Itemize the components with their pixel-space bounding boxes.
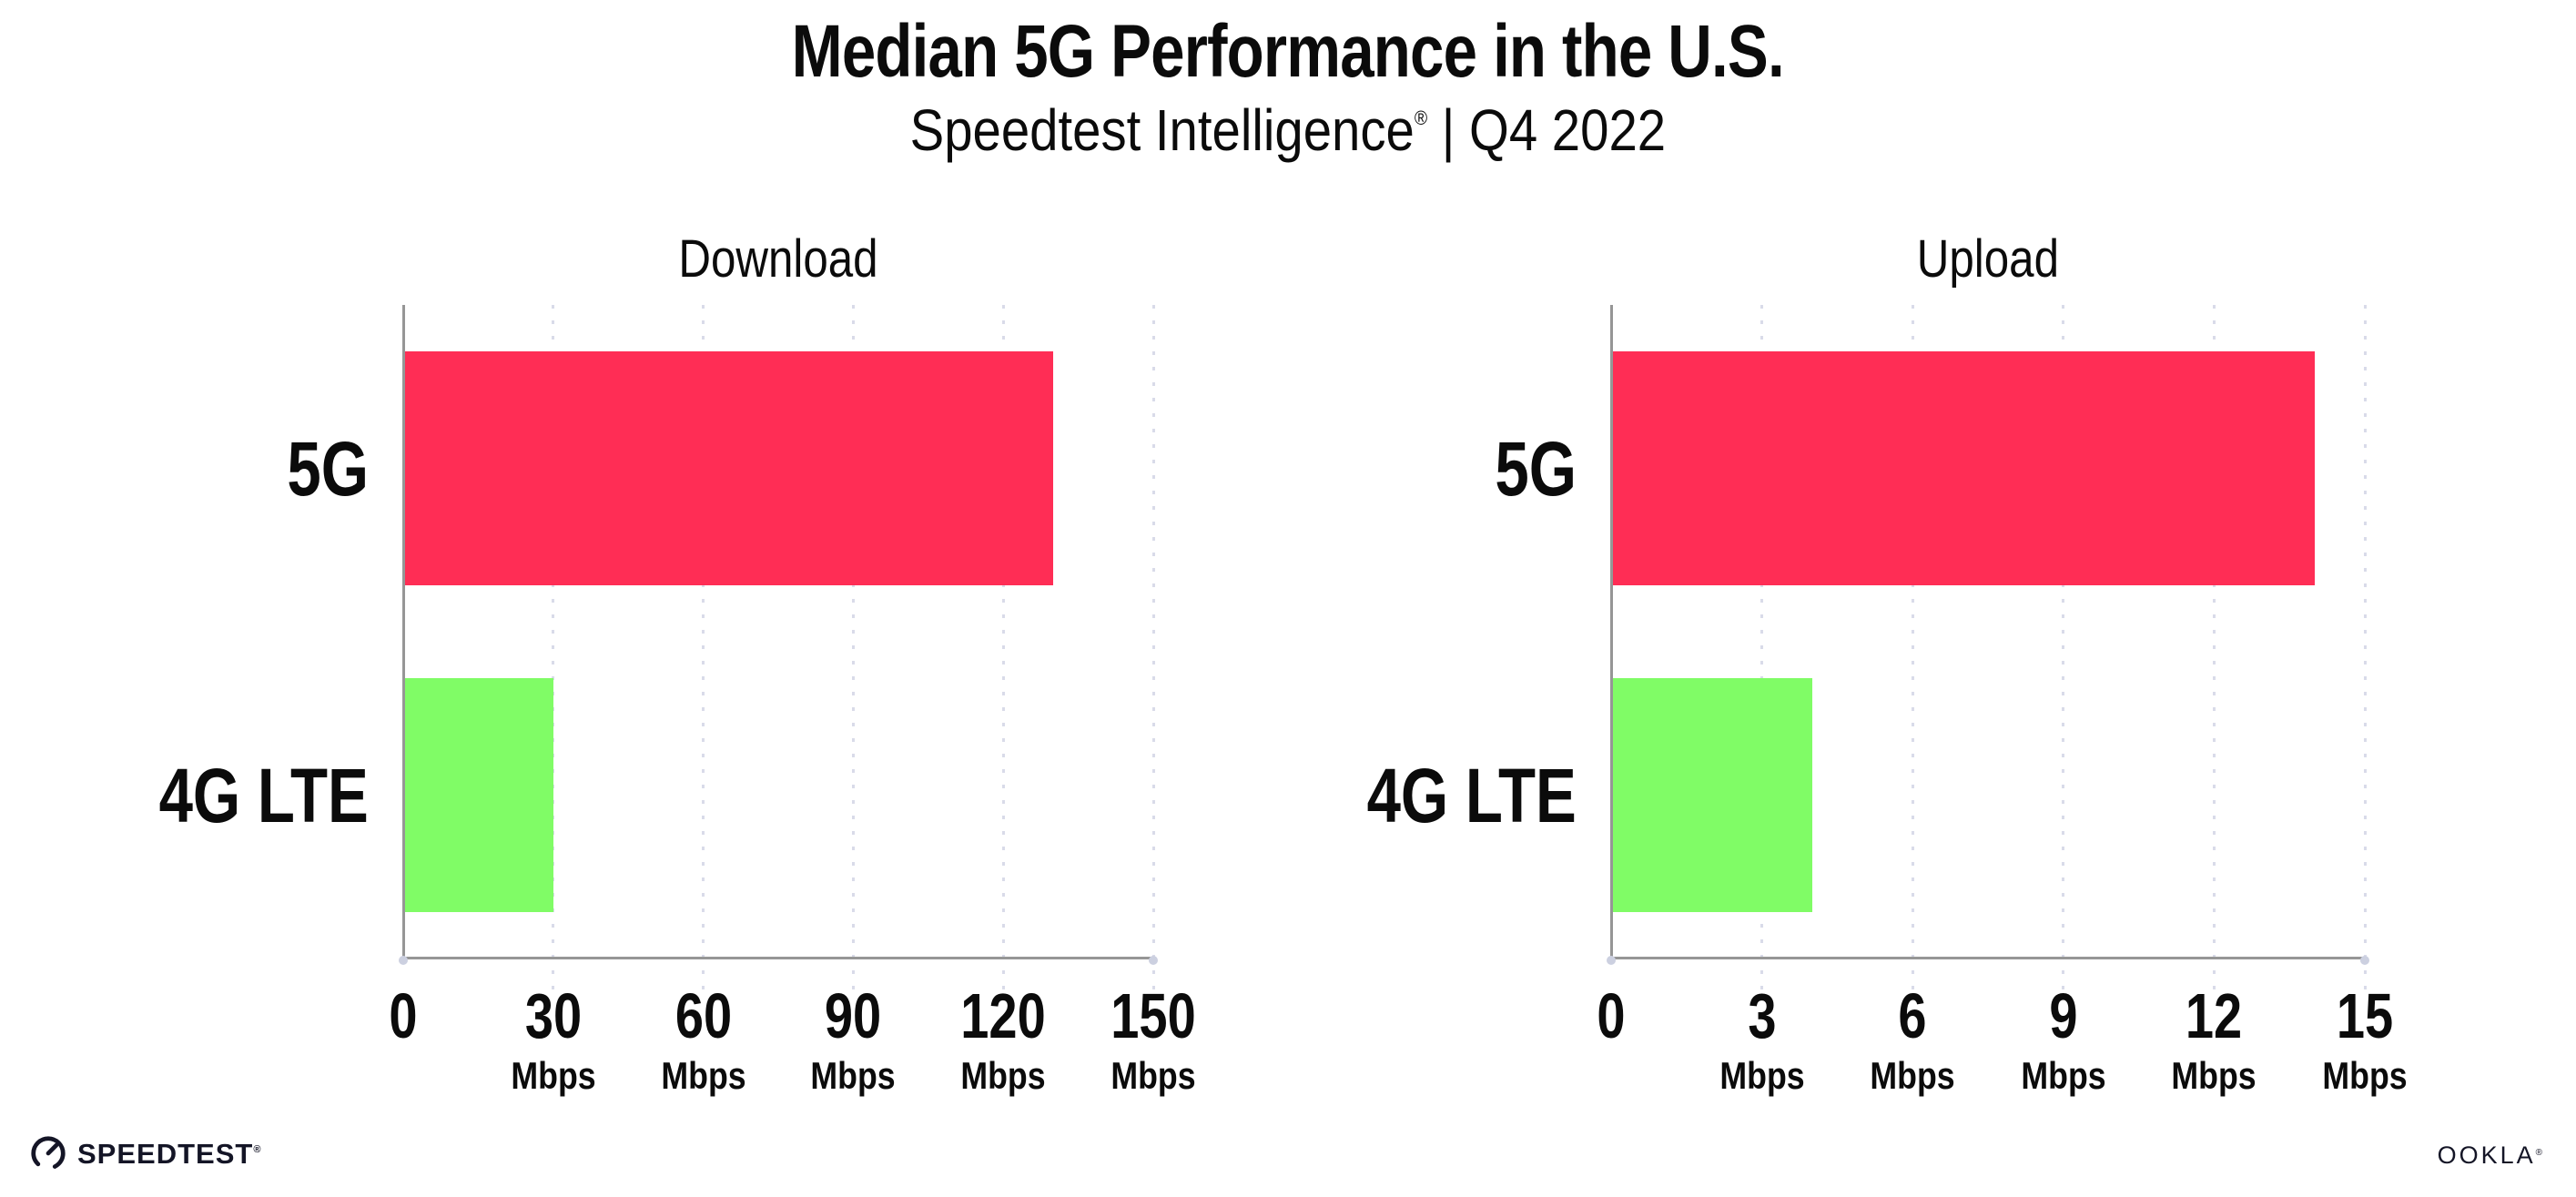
upload-y-axis (1610, 305, 1613, 959)
bar-4g-lte (403, 678, 553, 912)
x-tick-9: 9 Mbps (2013, 984, 2114, 1095)
x-tick-90: 90 Mbps (804, 984, 904, 1095)
registered-mark-icon: ® (2535, 1148, 2545, 1158)
x-tick-unit: Mbps (960, 1054, 1046, 1097)
x-tick-60: 60 Mbps (654, 984, 754, 1095)
x-tick-value: 0 (389, 980, 418, 1051)
category-label-text: 5G (1495, 425, 1577, 512)
axis-origin-dot (399, 956, 408, 965)
chart-title-upload: Upload (1611, 233, 2365, 286)
x-tick-unit: Mbps (1719, 1054, 1805, 1097)
gridline-120 (1001, 305, 1005, 991)
gridline-90 (851, 305, 855, 991)
page-title-text: Median 5G Performance in the U.S. (791, 10, 1785, 93)
bar-5g (403, 351, 1054, 585)
category-label-4g-lte: 4G LTE (1314, 757, 1577, 834)
x-tick-value: 15 (2336, 980, 2394, 1051)
category-label-5g: 5G (267, 431, 369, 507)
chart-title-download: Download (403, 233, 1153, 286)
x-tick-value: 0 (1597, 980, 1626, 1051)
x-tick-unit: Mbps (511, 1054, 596, 1097)
header: Median 5G Performance in the U.S. Speedt… (0, 0, 2576, 161)
x-tick-unit: Mbps (1870, 1054, 1955, 1097)
ookla-logo-text: OOKLA (2437, 1141, 2536, 1169)
x-tick-0: 0 (1594, 984, 1629, 1048)
gridline-3 (1760, 305, 1764, 991)
subtitle-period: | Q4 2022 (1427, 97, 1667, 164)
chart-title-download-text: Download (678, 229, 878, 289)
gridline-9 (2062, 305, 2065, 991)
category-label-text: 4G LTE (1366, 752, 1577, 838)
download-x-axis (403, 957, 1153, 959)
x-tick-15: 15 Mbps (2315, 984, 2415, 1095)
subtitle-brand: Speedtest Intelligence (909, 97, 1415, 164)
bar-5g (1611, 351, 2315, 585)
page-subtitle-text: Speedtest Intelligence® | Q4 2022 (909, 97, 1667, 164)
axis-end-dot (2360, 956, 2369, 965)
x-tick-0: 0 (386, 984, 421, 1048)
axis-origin-dot (1607, 956, 1616, 965)
x-tick-unit: Mbps (660, 1054, 746, 1097)
x-tick-value: 30 (524, 980, 582, 1051)
category-label-5g: 5G (1475, 431, 1577, 507)
x-tick-value: 60 (674, 980, 732, 1051)
page-title: Median 5G Performance in the U.S. (0, 10, 2576, 93)
gridline-6 (1911, 305, 1914, 991)
gridline-12 (2212, 305, 2216, 991)
speedtest-logo: SPEEDTEST® (29, 1134, 261, 1172)
x-tick-unit: Mbps (810, 1054, 896, 1097)
speedtest-gauge-icon (31, 1136, 66, 1171)
x-tick-unit: Mbps (1111, 1054, 1196, 1097)
registered-mark-icon: ® (1414, 107, 1428, 130)
x-tick-150: 150 Mbps (1100, 984, 1207, 1095)
gridline-150 (1151, 305, 1155, 991)
page-subtitle: Speedtest Intelligence® | Q4 2022 (0, 97, 2576, 164)
ookla-logo: OOKLA® (2438, 1143, 2545, 1168)
download-plot-area: 0 30 Mbps 60 Mbps 90 Mbps 120 Mbps 150 Mbps 5G 4G LT… (159, 305, 1196, 1095)
gridline-60 (702, 305, 705, 991)
x-tick-6: 6 Mbps (1862, 984, 1962, 1095)
speedtest-logo-text: SPEEDTEST® (77, 1137, 262, 1170)
x-tick-12: 12 Mbps (2165, 984, 2265, 1095)
x-tick-value: 120 (960, 980, 1046, 1051)
category-label-text: 5G (287, 425, 369, 512)
category-label-text: 4G LTE (158, 752, 369, 838)
axis-end-dot (1149, 956, 1158, 965)
upload-plot-area: 0 3 Mbps 6 Mbps 9 Mbps 12 Mbps 15 Mbps 5G 4G LTE (1367, 305, 2408, 1095)
x-tick-120: 120 Mbps (950, 984, 1057, 1095)
category-label-4g-lte: 4G LTE (106, 757, 369, 834)
x-tick-value: 6 (1898, 980, 1927, 1051)
chart-title-upload-text: Upload (1916, 229, 2060, 289)
registered-mark-icon: ® (253, 1143, 262, 1155)
x-tick-unit: Mbps (2171, 1054, 2257, 1097)
x-tick-value: 150 (1111, 980, 1196, 1051)
x-tick-3: 3 Mbps (1712, 984, 1812, 1095)
gridline-15 (2363, 305, 2367, 991)
download-y-axis (402, 305, 405, 959)
bar-4g-lte (1611, 678, 1812, 912)
x-tick-value: 90 (825, 980, 882, 1051)
x-tick-value: 9 (2049, 980, 2078, 1051)
x-tick-unit: Mbps (2021, 1054, 2106, 1097)
x-tick-value: 3 (1748, 980, 1777, 1051)
gridline-30 (552, 305, 555, 991)
upload-x-axis (1611, 957, 2365, 959)
x-tick-unit: Mbps (2322, 1054, 2408, 1097)
x-tick-value: 12 (2186, 980, 2243, 1051)
x-tick-30: 30 Mbps (503, 984, 603, 1095)
